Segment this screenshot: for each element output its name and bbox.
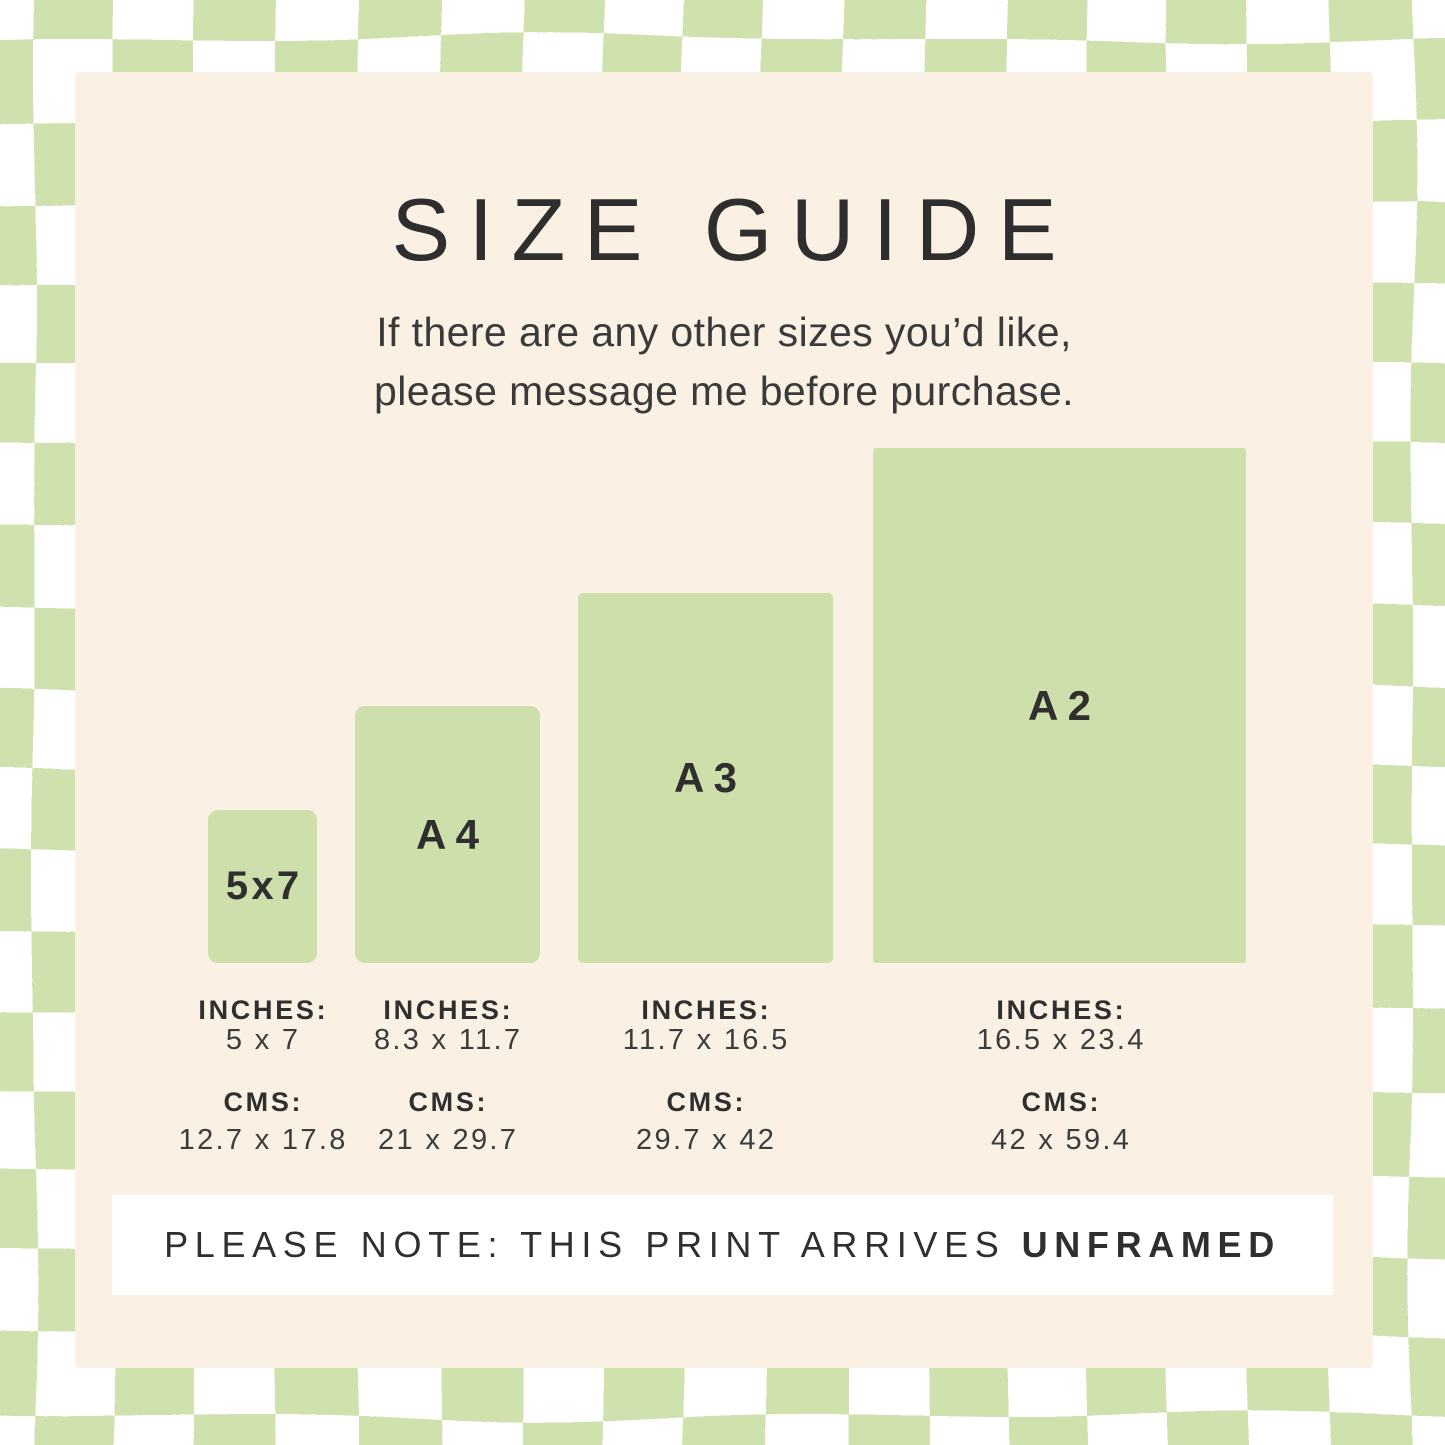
- inches-value: 8.3 x 11.7: [373, 1024, 523, 1056]
- size-column-5x7: INCHES: 5 x 7 CMS: 12.7 x 17.8: [176, 995, 347, 1155]
- note-emphasis: UNFRAMED: [1021, 1224, 1281, 1265]
- size-swatch-5x7: 5x7: [208, 810, 317, 963]
- size-column-a3: INCHES: 11.7 x 16.5 CMS: 29.7 x 42: [620, 995, 789, 1155]
- inches-header: INCHES:: [198, 995, 329, 1025]
- inches-header: INCHES:: [996, 995, 1127, 1025]
- subtitle-line-2: please message me before purchase.: [374, 368, 1074, 414]
- cms-value: 12.7 x 17.8: [178, 1124, 348, 1156]
- subtitle-line-1: If there are any other sizes you’d like,: [376, 309, 1072, 355]
- note-banner: PLEASE NOTE: THIS PRINT ARRIVES UNFRAMED: [112, 1195, 1333, 1295]
- inches-value: 11.7 x 16.5: [622, 1024, 790, 1056]
- cms-value: 21 x 29.7: [378, 1124, 519, 1156]
- size-column-a2: INCHES: 16.5 x 23.4 CMS: 42 x 59.4: [974, 995, 1145, 1155]
- size-swatch-a2: A2: [873, 448, 1246, 963]
- inches-header: INCHES:: [383, 995, 514, 1025]
- size-swatch-label: A2: [1028, 681, 1101, 729]
- size-swatch-label: A4: [416, 810, 489, 858]
- size-column-a4: INCHES: 8.3 x 11.7 CMS: 21 x 29.7: [372, 995, 523, 1155]
- page-title: SIZE GUIDE: [391, 180, 1075, 279]
- inches-header: INCHES:: [641, 995, 772, 1025]
- size-guide-panel: SIZE GUIDE If there are any other sizes …: [75, 72, 1373, 1368]
- size-swatch-a3: A3: [578, 593, 833, 963]
- note-text: PLEASE NOTE: THIS PRINT ARRIVES UNFRAMED: [164, 1224, 1281, 1266]
- cms-value: 42 x 59.4: [991, 1124, 1132, 1156]
- size-swatch-label: A3: [674, 754, 747, 801]
- cms-value: 29.7 x 42: [636, 1124, 777, 1156]
- cms-header: CMS:: [223, 1087, 304, 1117]
- subtitle: If there are any other sizes you’d like,…: [75, 303, 1373, 421]
- inches-value: 16.5 x 23.4: [976, 1024, 1146, 1056]
- size-swatch-a4: A4: [355, 706, 540, 963]
- inches-value: 5 x 7: [225, 1024, 301, 1056]
- note-prefix: PLEASE NOTE: THIS PRINT ARRIVES: [164, 1224, 1006, 1265]
- cms-header: CMS:: [1021, 1087, 1102, 1117]
- cms-header: CMS:: [408, 1087, 489, 1117]
- cms-header: CMS:: [666, 1087, 747, 1117]
- size-swatch-label: 5x7: [225, 864, 303, 908]
